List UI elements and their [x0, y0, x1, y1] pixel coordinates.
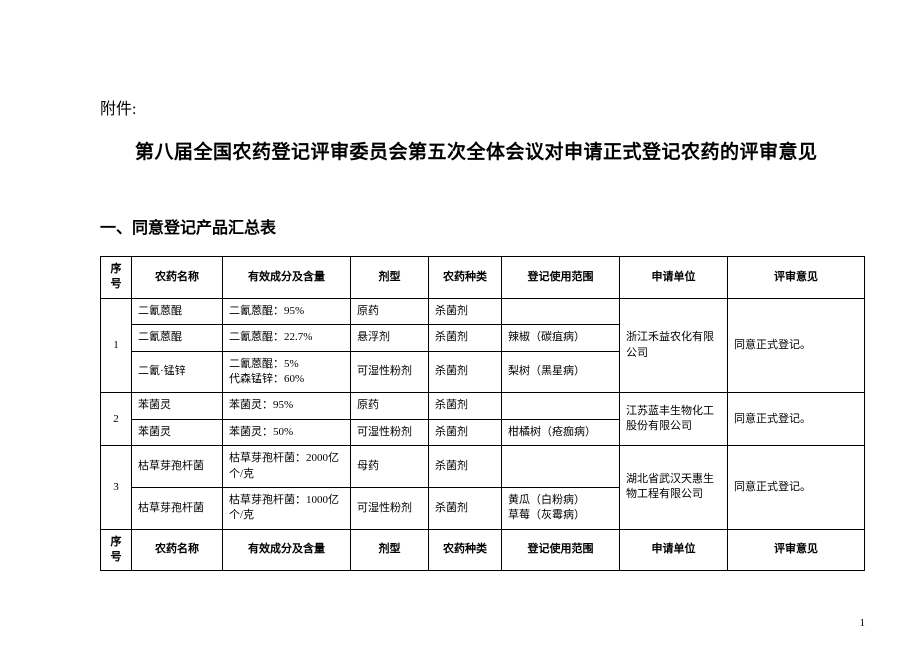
cell-seq: 2: [101, 393, 132, 446]
cell-scope: 柑橘树（疮痂病）: [502, 419, 620, 445]
cell-name: 枯草芽孢杆菌: [132, 446, 223, 488]
cell-applicant: 湖北省武汉天惠生物工程有限公司: [620, 446, 728, 530]
cell-name: 枯草芽孢杆菌: [132, 487, 223, 529]
cell-form: 悬浮剂: [351, 325, 429, 351]
table-row: 1二氰蒽醌二氰蒽醌：95%原药杀菌剂浙江禾益农化有限公司同意正式登记。: [101, 298, 865, 324]
cell-type: 杀菌剂: [429, 298, 502, 324]
table-row: 3枯草芽孢杆菌枯草芽孢杆菌：2000亿个/克母药杀菌剂湖北省武汉天惠生物工程有限…: [101, 446, 865, 488]
col-seq-header: 序号: [101, 257, 132, 299]
col-opinion-footer: 评审意见: [728, 529, 865, 571]
col-form-footer: 剂型: [351, 529, 429, 571]
cell-type: 杀菌剂: [429, 351, 502, 393]
cell-type: 杀菌剂: [429, 419, 502, 445]
col-type-header: 农药种类: [429, 257, 502, 299]
cell-form: 可湿性粉剂: [351, 351, 429, 393]
cell-ingredient: 二氰蒽醌：22.7%: [223, 325, 351, 351]
cell-opinion: 同意正式登记。: [728, 446, 865, 530]
main-title: 第八届全国农药登记评审委员会第五次全体会议对申请正式登记农药的评审意见: [135, 137, 865, 164]
table-header-row: 序号 农药名称 有效成分及含量 剂型 农药种类 登记使用范围 申请单位 评审意见: [101, 257, 865, 299]
section-title: 一、同意登记产品汇总表: [100, 214, 865, 238]
cell-seq: 1: [101, 298, 132, 393]
col-opinion-header: 评审意见: [728, 257, 865, 299]
cell-name: 二氰蒽醌: [132, 298, 223, 324]
table-row: 2苯菌灵苯菌灵：95%原药杀菌剂江苏蓝丰生物化工股份有限公司同意正式登记。: [101, 393, 865, 419]
cell-ingredient: 二氰蒽醌：5% 代森锰锌：60%: [223, 351, 351, 393]
col-applicant-footer: 申请单位: [620, 529, 728, 571]
cell-scope: 黄瓜（白粉病） 草莓（灰霉病）: [502, 487, 620, 529]
cell-scope: [502, 298, 620, 324]
cell-type: 杀菌剂: [429, 446, 502, 488]
cell-ingredient: 二氰蒽醌：95%: [223, 298, 351, 324]
cell-type: 杀菌剂: [429, 325, 502, 351]
cell-form: 可湿性粉剂: [351, 487, 429, 529]
table-footer-row: 序号 农药名称 有效成分及含量 剂型 农药种类 登记使用范围 申请单位 评审意见: [101, 529, 865, 571]
document-content: 附件: 第八届全国农药登记评审委员会第五次全体会议对申请正式登记农药的评审意见 …: [0, 0, 920, 571]
col-form-header: 剂型: [351, 257, 429, 299]
cell-seq: 3: [101, 446, 132, 530]
cell-name: 二氰·锰锌: [132, 351, 223, 393]
col-name-header: 农药名称: [132, 257, 223, 299]
cell-scope: 梨树（黑星病）: [502, 351, 620, 393]
cell-form: 母药: [351, 446, 429, 488]
col-scope-header: 登记使用范围: [502, 257, 620, 299]
col-applicant-header: 申请单位: [620, 257, 728, 299]
cell-ingredient: 枯草芽孢杆菌：1000亿个/克: [223, 487, 351, 529]
cell-scope: 辣椒（碳疽病）: [502, 325, 620, 351]
cell-ingredient: 苯菌灵：50%: [223, 419, 351, 445]
cell-scope: [502, 393, 620, 419]
cell-type: 杀菌剂: [429, 393, 502, 419]
col-type-footer: 农药种类: [429, 529, 502, 571]
cell-type: 杀菌剂: [429, 487, 502, 529]
cell-form: 可湿性粉剂: [351, 419, 429, 445]
cell-ingredient: 苯菌灵：95%: [223, 393, 351, 419]
approval-table: 序号 农药名称 有效成分及含量 剂型 农药种类 登记使用范围 申请单位 评审意见…: [100, 256, 865, 571]
cell-form: 原药: [351, 298, 429, 324]
cell-form: 原药: [351, 393, 429, 419]
col-name-footer: 农药名称: [132, 529, 223, 571]
col-seq-footer: 序号: [101, 529, 132, 571]
cell-ingredient: 枯草芽孢杆菌：2000亿个/克: [223, 446, 351, 488]
cell-opinion: 同意正式登记。: [728, 298, 865, 393]
page-number: 1: [860, 617, 866, 629]
col-scope-footer: 登记使用范围: [502, 529, 620, 571]
cell-name: 二氰蒽醌: [132, 325, 223, 351]
cell-applicant: 浙江禾益农化有限公司: [620, 298, 728, 393]
cell-scope: [502, 446, 620, 488]
cell-opinion: 同意正式登记。: [728, 393, 865, 446]
cell-name: 苯菌灵: [132, 393, 223, 419]
cell-name: 苯菌灵: [132, 419, 223, 445]
attachment-label: 附件:: [100, 95, 865, 119]
col-ingredient-footer: 有效成分及含量: [223, 529, 351, 571]
cell-applicant: 江苏蓝丰生物化工股份有限公司: [620, 393, 728, 446]
col-ingredient-header: 有效成分及含量: [223, 257, 351, 299]
